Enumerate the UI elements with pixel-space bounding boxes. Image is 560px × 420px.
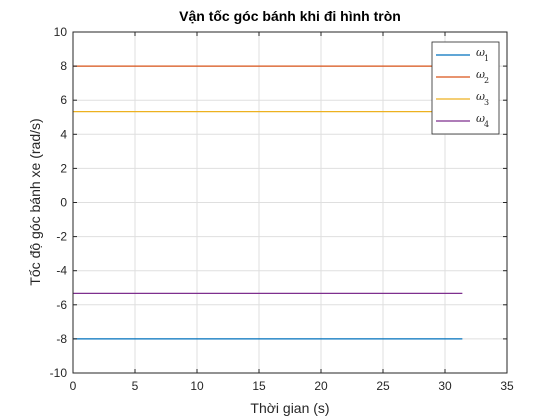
y-tick-label: 4 <box>60 127 67 141</box>
legend-entry-2: ω <box>476 68 485 81</box>
x-tick-label: 35 <box>500 379 514 393</box>
y-tick-label: -6 <box>56 298 67 312</box>
y-tick-label: 8 <box>60 59 67 73</box>
legend-entry-3: ω <box>476 90 485 103</box>
y-axis-label: Tốc độ góc bánh xe (rad/s) <box>27 118 43 285</box>
legend-entry-sub-2: 2 <box>484 76 489 85</box>
x-tick-label: 30 <box>438 379 452 393</box>
y-tick-label: 2 <box>60 161 67 175</box>
x-tick-label: 25 <box>376 379 390 393</box>
series-layer <box>73 65 463 340</box>
x-axis-label: Thời gian (s) <box>250 400 329 416</box>
x-tick-label: 15 <box>252 379 266 393</box>
legend-entry-sub-1: 1 <box>484 54 489 63</box>
x-tick-label: 10 <box>190 379 204 393</box>
chart-title: Vận tốc góc bánh khi đi hình tròn <box>179 8 401 24</box>
x-tick-label: 0 <box>70 379 77 393</box>
y-tick-label: 0 <box>60 196 67 210</box>
y-tick-label: 10 <box>54 25 68 39</box>
y-tick-label: 6 <box>60 93 67 107</box>
legend-entry-1: ω <box>476 46 485 59</box>
y-tick-label: -2 <box>56 230 67 244</box>
y-tick-label: -8 <box>56 332 67 346</box>
y-tick-label: -10 <box>50 366 68 380</box>
y-tick-label: -4 <box>56 264 67 278</box>
legend-entry-4: ω <box>476 112 485 125</box>
x-tick-label: 5 <box>132 379 139 393</box>
ticks: 0 5 10 15 20 25 30 35 -10 -8 -6 -4 -2 0 2 4 6 8 10 <box>50 25 514 393</box>
legend-entry-sub-3: 3 <box>484 98 489 107</box>
legend: ω 1ω 2ω 3ω 4 <box>431 41 500 135</box>
x-tick-label: 20 <box>314 379 328 393</box>
legend-entry-sub-4: 4 <box>484 120 489 129</box>
legend-box <box>431 41 500 135</box>
